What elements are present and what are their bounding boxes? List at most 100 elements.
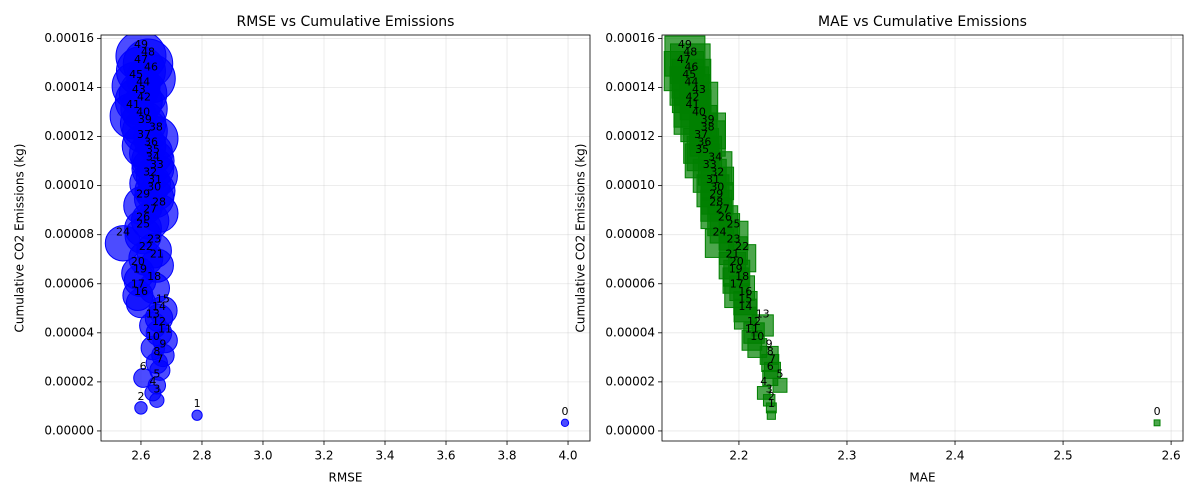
point-label: 23 bbox=[727, 233, 741, 246]
point-label: 25 bbox=[727, 218, 741, 231]
point-label: 18 bbox=[735, 270, 749, 283]
y-tick-label: 0.00016 bbox=[605, 31, 655, 45]
x-tick-label: 3.6 bbox=[436, 449, 455, 463]
point-label: 33 bbox=[150, 158, 164, 171]
point-label: 15 bbox=[738, 292, 752, 305]
point-label: 10 bbox=[750, 330, 764, 343]
point-label: 13 bbox=[756, 307, 770, 320]
point-label: 30 bbox=[710, 180, 724, 193]
point bbox=[756, 386, 771, 400]
x-tick-label: 4.0 bbox=[558, 449, 577, 463]
point-label: 28 bbox=[709, 195, 723, 208]
point-label: 19 bbox=[133, 263, 147, 276]
point-label: 43 bbox=[132, 83, 146, 96]
axes-frame bbox=[661, 34, 1184, 442]
point-label: 25 bbox=[136, 218, 150, 231]
x-axis-label: RMSE bbox=[329, 471, 363, 485]
point-label: 4 bbox=[149, 375, 156, 388]
y-tick-label: 0.00012 bbox=[605, 129, 655, 143]
point-label: 27 bbox=[143, 203, 157, 216]
point-label: 39 bbox=[701, 113, 715, 126]
point-label: 21 bbox=[725, 248, 739, 261]
point-label: 37 bbox=[137, 128, 151, 141]
point-label: 6 bbox=[140, 360, 147, 373]
point-label: 32 bbox=[710, 165, 724, 178]
point-label: 35 bbox=[146, 143, 160, 156]
point-label: 8 bbox=[153, 345, 160, 358]
point bbox=[115, 35, 167, 82]
point-label: 38 bbox=[149, 121, 163, 134]
x-tick-label: 3.2 bbox=[314, 449, 333, 463]
point-label: 37 bbox=[694, 128, 708, 141]
point-label: 5 bbox=[153, 367, 160, 380]
point-label: 20 bbox=[730, 255, 744, 268]
point-label: 40 bbox=[136, 106, 150, 119]
point-label: 31 bbox=[706, 173, 720, 186]
point-label: 44 bbox=[136, 76, 150, 89]
point-label: 29 bbox=[136, 188, 150, 201]
y-tick-label: 0.00002 bbox=[44, 374, 94, 388]
point-label: 47 bbox=[677, 53, 691, 66]
y-tick-label: 0.00014 bbox=[605, 80, 655, 94]
point-label: 9 bbox=[766, 337, 773, 350]
markers bbox=[663, 35, 1161, 427]
point-label: 2 bbox=[768, 390, 775, 403]
point-label: 41 bbox=[126, 98, 140, 111]
point-label: 19 bbox=[729, 263, 743, 276]
point-label: 20 bbox=[131, 255, 145, 268]
axes-frame bbox=[100, 34, 591, 442]
y-tick-label: 0.00000 bbox=[605, 423, 655, 437]
y-tick-label: 0.00010 bbox=[605, 178, 655, 192]
point-label: 0 bbox=[561, 405, 568, 418]
point-label: 48 bbox=[683, 46, 697, 59]
point-label: 35 bbox=[695, 143, 709, 156]
point-label: 48 bbox=[141, 46, 155, 59]
point-label: 40 bbox=[692, 106, 706, 119]
point-label: 30 bbox=[147, 180, 161, 193]
point-label: 3 bbox=[766, 382, 773, 395]
markers bbox=[104, 35, 570, 428]
x-tick-label: 2.3 bbox=[837, 449, 856, 463]
point-label: 17 bbox=[730, 278, 744, 291]
y-tick-label: 0.00008 bbox=[605, 227, 655, 241]
point-label: 32 bbox=[143, 165, 157, 178]
y-tick-label: 0.00004 bbox=[605, 325, 655, 339]
y-tick-label: 0.00012 bbox=[44, 129, 94, 143]
point-label: 39 bbox=[138, 113, 152, 126]
point-label: 38 bbox=[701, 121, 715, 134]
point-label: 24 bbox=[712, 225, 726, 238]
point-label: 8 bbox=[767, 345, 774, 358]
point-label: 15 bbox=[156, 292, 170, 305]
point-label: 16 bbox=[738, 285, 752, 298]
point-label: 2 bbox=[137, 390, 144, 403]
point-label: 11 bbox=[745, 322, 759, 335]
point-label: 29 bbox=[709, 188, 723, 201]
y-tick-label: 0.00004 bbox=[44, 325, 94, 339]
y-axis-label: Cumulative CO2 Emissions (kg) bbox=[13, 144, 27, 333]
point-label: 9 bbox=[159, 337, 166, 350]
point-label: 21 bbox=[150, 248, 164, 261]
point-label: 13 bbox=[146, 307, 160, 320]
point-label: 46 bbox=[684, 61, 698, 74]
point-label: 11 bbox=[158, 322, 172, 335]
point-label: 22 bbox=[139, 240, 153, 253]
point-label: 27 bbox=[716, 203, 730, 216]
point-label: 1 bbox=[194, 397, 201, 410]
x-tick-label: 2.2 bbox=[729, 449, 748, 463]
point-label: 36 bbox=[697, 135, 711, 148]
point-label: 7 bbox=[156, 352, 163, 365]
point-label: 49 bbox=[678, 38, 692, 51]
x-tick-label: 3.0 bbox=[253, 449, 272, 463]
point-label: 3 bbox=[153, 382, 160, 395]
y-axis-label: Cumulative CO2 Emissions (kg) bbox=[574, 144, 588, 333]
y-tick-label: 0.00008 bbox=[44, 227, 94, 241]
point-label: 34 bbox=[708, 150, 722, 163]
point bbox=[133, 368, 153, 388]
point bbox=[560, 418, 570, 428]
x-axis-label: MAE bbox=[909, 471, 935, 485]
point-label: 33 bbox=[703, 158, 717, 171]
x-tick-label: 2.4 bbox=[945, 449, 964, 463]
point-label: 28 bbox=[152, 195, 166, 208]
x-tick-label: 2.6 bbox=[1162, 449, 1181, 463]
